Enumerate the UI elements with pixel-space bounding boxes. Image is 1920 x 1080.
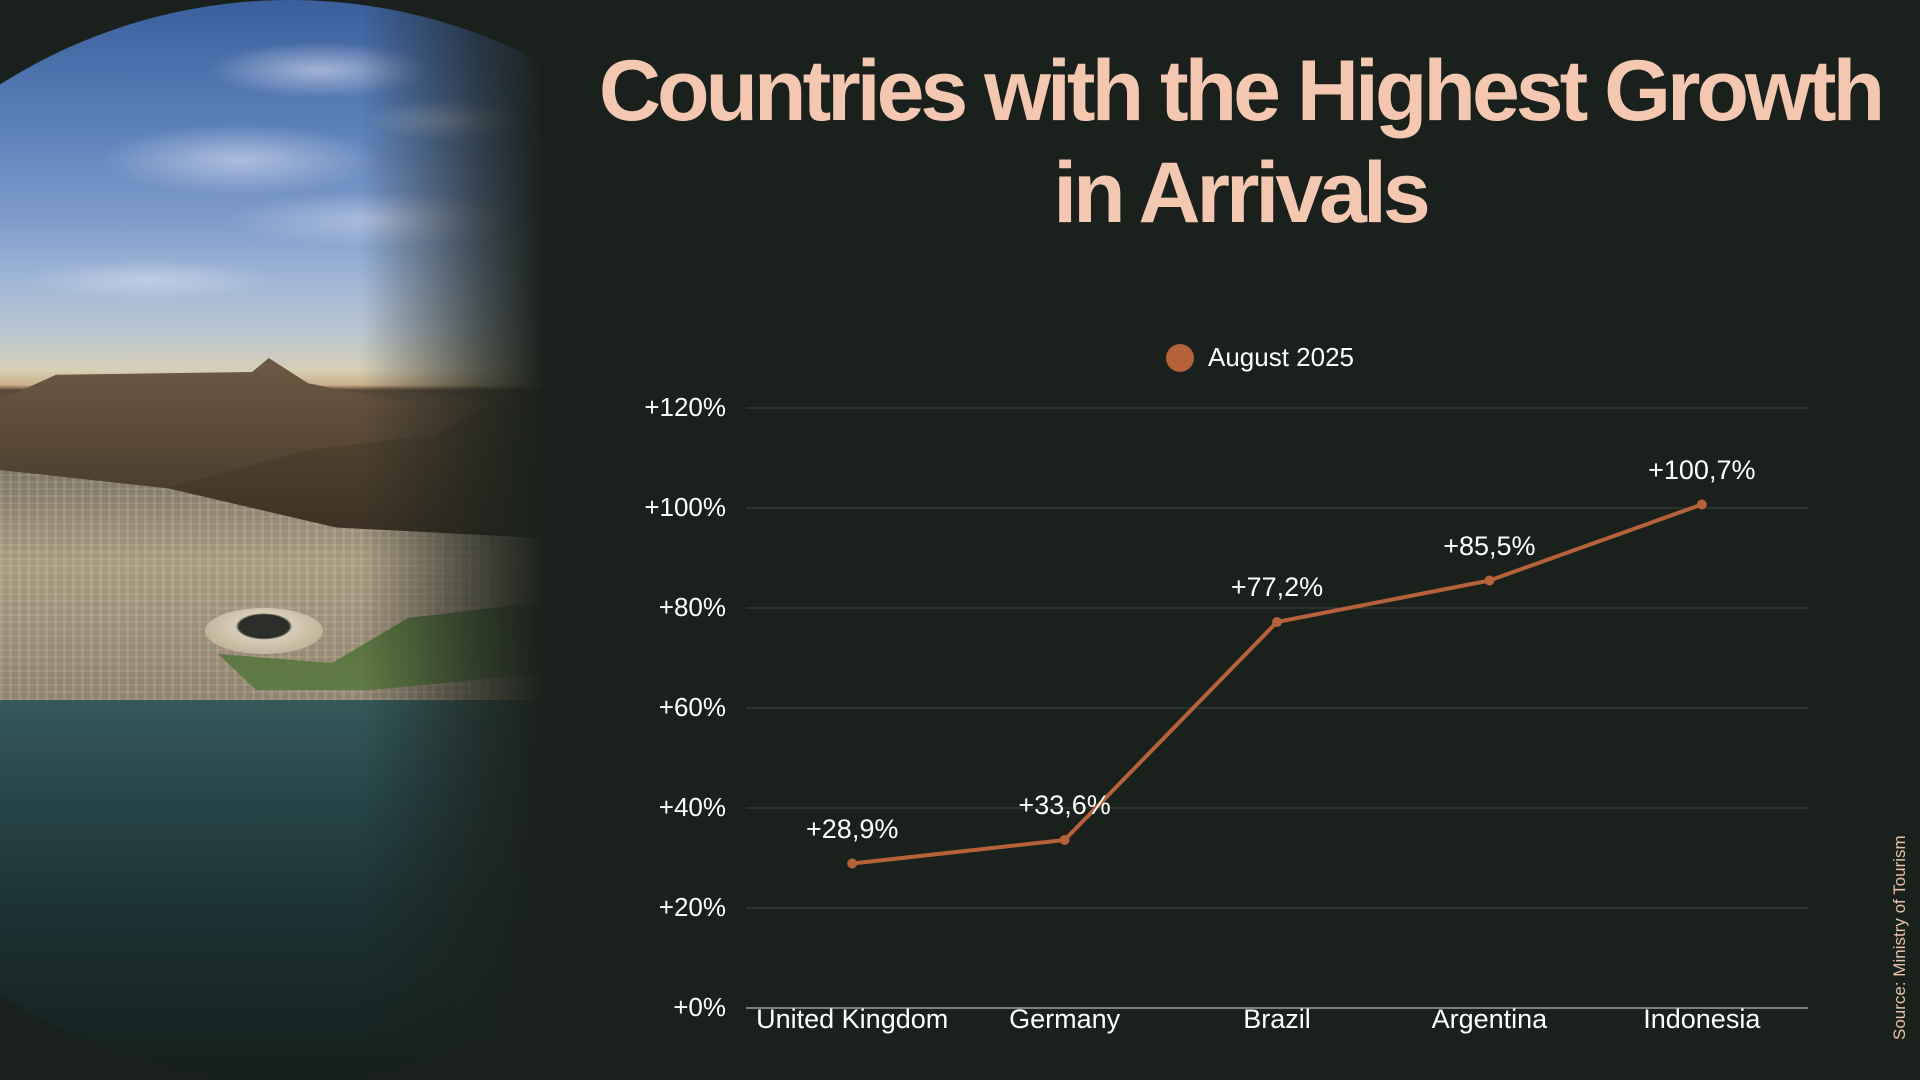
y-tick-label: +40% (658, 792, 726, 822)
series-line (851, 502, 1703, 866)
source-note: Source: Ministry of Tourism (1890, 835, 1909, 1040)
y-tick-label: +20% (658, 892, 726, 922)
x-tick-label: United Kingdom (756, 1004, 949, 1034)
data-label: +85,5% (1443, 530, 1536, 561)
y-tick-label: +80% (658, 592, 726, 622)
data-label: +33,6% (1018, 790, 1111, 820)
x-tick-label: Brazil (1243, 1004, 1311, 1034)
chart-legend: August 2025 (1166, 342, 1354, 373)
x-tick-label: Germany (1009, 1004, 1121, 1034)
data-label: +100,7% (1648, 454, 1756, 485)
legend-marker-icon (1166, 343, 1194, 372)
chart-title: Countries with the Highest Growth in Arr… (598, 43, 1885, 241)
data-label: +77,2% (1230, 572, 1324, 602)
y-tick-label: +0% (673, 992, 726, 1022)
data-point[interactable] (1484, 575, 1495, 586)
data-point[interactable] (1059, 835, 1070, 845)
photo-panel (0, 0, 560, 1080)
y-tick-label: +100% (644, 492, 726, 522)
data-point[interactable] (847, 858, 858, 869)
y-tick-label: +60% (658, 692, 726, 722)
data-point[interactable] (1696, 499, 1707, 510)
x-tick-label: Indonesia (1643, 1004, 1761, 1034)
data-label: +28,9% (806, 813, 899, 844)
y-tick-label: +120% (644, 392, 726, 422)
data-point[interactable] (1272, 617, 1282, 627)
legend-label: August 2025 (1208, 342, 1355, 372)
x-tick-label: Argentina (1431, 1004, 1548, 1034)
